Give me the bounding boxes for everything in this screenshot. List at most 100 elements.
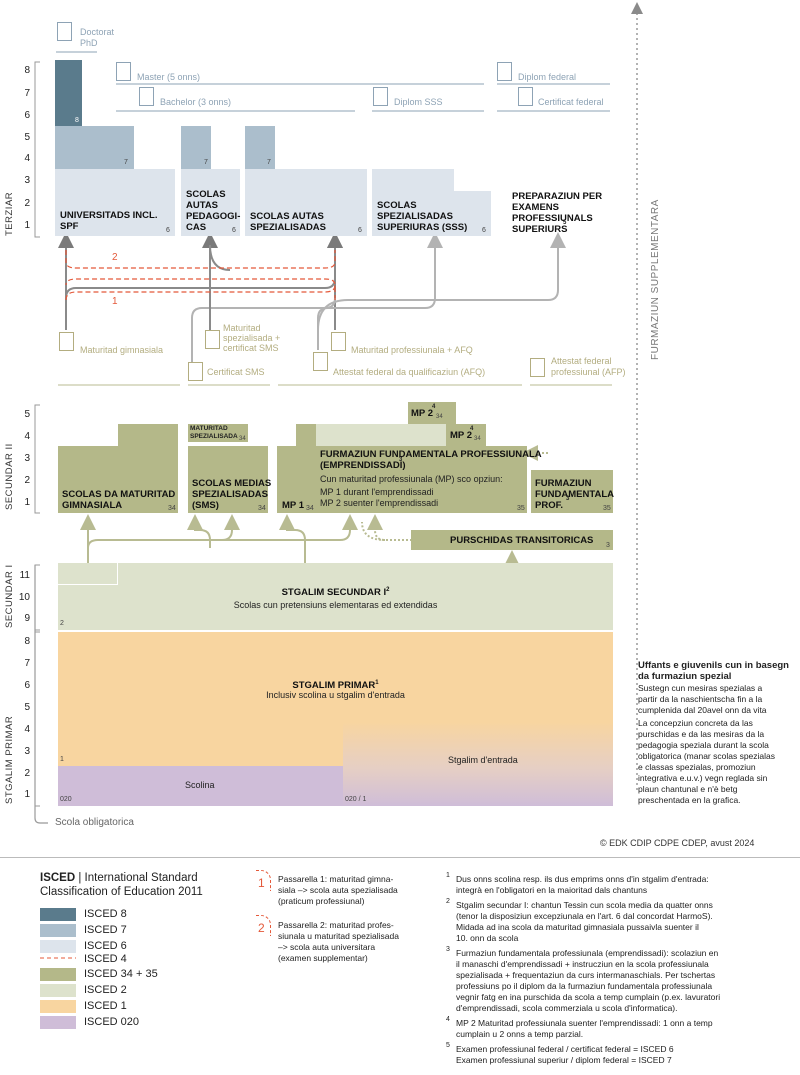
copyright: © EDK CDIP CDPE CDEP, avust 2024 [600,838,755,848]
cert-certificat-sms: Certificat SMS [207,367,265,377]
isced-furmaziun-top-light [316,424,446,446]
special-ed-p2-8: preschentada en la grafica. [638,795,741,805]
footnote-4-line-2: cumplain u 2 onns a temp parzial. [456,1029,584,1039]
legend-label-isced6: ISCED 6 [84,940,127,952]
isced-stgalim-entrada [343,722,613,806]
level-6: 6 [232,227,236,234]
isced34-mp2-lower [446,424,486,446]
note-3: 3 [399,457,403,463]
tick-sec1-10: 10 [18,592,30,603]
special-ed-p2-1: La concepziun concreta da las [638,718,753,728]
tick-prim-7: 7 [24,658,30,669]
passarella-1-text-1: Passarella 1: maturitad gimna- [278,874,394,884]
tick-prim-4: 4 [24,724,30,735]
cert-diplom-sss: Diplom SSS [394,97,443,107]
cert-diplom-federal: Diplom federal [518,72,577,82]
isced8-box [55,60,82,126]
label-furmaziun-prof-1: FURMAZIUN [535,478,592,489]
tick-terziar-8: 8 [24,65,30,76]
cert-certificat-federal: Certificat federal [538,97,604,107]
tick-sec1-11: 11 [19,570,30,581]
level-34: 34 [306,505,314,512]
tick-sec2-2: 2 [24,475,30,486]
footnote-4-line-1: MP 2 Maturitad professiunala suenter l'e… [456,1018,713,1028]
footnote-2-line-3: Midada ad ina scola da maturitad gimnasi… [456,922,699,932]
divider [0,857,800,858]
tick-terziar-5: 5 [24,132,30,143]
passarella-1-legend-curve [256,870,271,891]
document-icon [59,332,74,351]
footnote-1-num: 1 [446,872,450,879]
legend-swatch-isced6 [40,940,76,953]
legend-swatch-isced8 [40,908,76,921]
isced6-universitads [55,169,175,236]
label-scolas-autas-1: SCOLAS AUTAS [250,211,324,222]
level-7: 7 [204,159,208,166]
tick-terziar-6: 6 [24,110,30,121]
note-3: 3 [566,496,570,502]
special-ed-p2-5: e classas spezialas, promoziun [638,762,756,772]
isced6-sss-a [372,169,454,236]
label-mp2-upper: MP 2 [411,408,434,419]
label-scolas-autas-2: SPEZIALISADAS [250,222,327,233]
label-stgalim-secundar: STGALIM SECUNDAR I2 [281,587,390,599]
isced2-stgalim-secundar [58,563,613,630]
label-furmaziun-prof-3: PROF. [535,500,563,511]
document-icon [188,362,203,381]
label-purschidas: PURSCHIDAS TRANSITORICAS [450,535,594,546]
label-universitads: UNIVERSITADS INCL. SPF [60,210,158,232]
document-icon [57,22,72,41]
label-scolina: Scolina [185,780,215,790]
note-4: 4 [470,426,474,432]
document-icon [116,62,131,81]
legend-label-isced8: ISCED 8 [84,908,127,920]
label-furmaziun-fund-2: (EMPRENDISSADI) [320,460,406,471]
document-icon [331,332,346,351]
legend-label-isced34: ISCED 34 + 35 [84,968,158,980]
tick-sec2-3: 3 [24,453,30,464]
footnote-5-num: 5 [446,1042,450,1049]
special-ed-p2-4: obligatorica (manar scolas spezialas [638,751,776,761]
level-6: 6 [166,227,170,234]
isced6-pedagogicas [181,169,240,236]
isced6-scolas-autas [245,169,367,236]
tick-terziar-1: 1 [24,220,30,231]
label-scolas-maturitad-2: GIMNASIALA [62,500,123,511]
legend-swatch-isced020 [40,1016,76,1029]
tick-prim-8: 8 [24,636,30,647]
level-6: 6 [482,227,486,234]
isced34-mp2-upper [408,402,456,424]
isced35-furmaziun-prof [531,470,613,513]
passarella-2-legend-curve [256,915,271,936]
label-scolas-maturitad-1: SCOLAS DA MATURITAD [62,489,176,500]
isced020-scolina [58,766,343,806]
tick-sec2-1: 1 [24,497,30,508]
legend-title-1: ISCED | International Standard [40,872,198,884]
label-preparaziun-3: PROFESSIUNALS [512,213,593,224]
note-4: 4 [432,404,436,410]
isced34-sms [188,446,268,513]
level-6: 6 [358,227,362,234]
level-8: 8 [75,117,79,124]
label-sss-3: SUPERIURAS (SSS) [377,222,468,233]
text-stgalim-primar-sub: Inclusiv scolina u stgalim d'entrada [266,690,405,700]
special-ed-p2-7: plaun chantunal e n'è betg [638,784,738,794]
legend-label-isced020: ISCED 020 [84,1016,140,1028]
passarella-2-label: 2 [112,252,118,263]
level-34: 34 [258,505,266,512]
axis-label-scola-obligatorica: Scola obligatorica [55,817,134,828]
cert-maturitad-prof: Maturitad professiunala + AFQ [351,345,473,355]
document-icon [497,62,512,81]
isced34-maturitad-top [118,424,178,446]
isced34-mp1-top [296,424,316,446]
tick-prim-1: 1 [24,789,30,800]
special-ed-p2-3: pedagogia speziala durant la scola [638,740,769,750]
document-icon [518,87,533,106]
label-sms-1: SCOLAS MEDIAS [192,478,272,489]
cert-phd: PhD [80,38,98,48]
cert-maturitad-gimnasiala: Maturitad gimnasiala [80,345,164,355]
label-maturitad-spez-1: MATURITAD [190,425,228,432]
passarella-1-text-2: siala –> scola auta spezialisada [278,885,398,895]
label-sss-1: SCOLAS [377,200,417,211]
footnote-5-line-1: Examen professiunal federal / certificat… [456,1044,674,1054]
